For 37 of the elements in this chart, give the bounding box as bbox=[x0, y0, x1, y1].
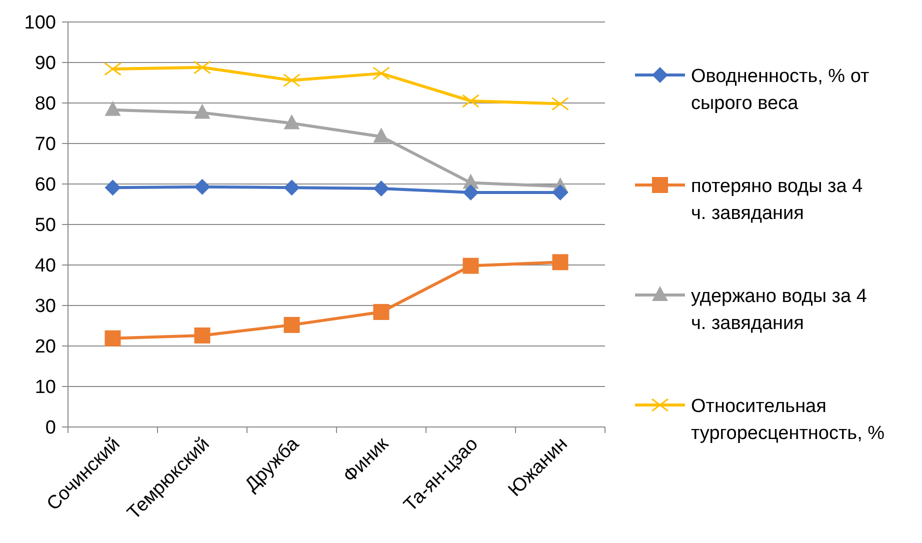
y-tick-label: 20 bbox=[34, 336, 56, 358]
point bbox=[373, 304, 390, 320]
point bbox=[284, 114, 300, 130]
legend-label: потеряно воды за 4 ч. завядания bbox=[691, 176, 864, 224]
y-tick-label: 40 bbox=[34, 256, 56, 277]
point bbox=[552, 254, 568, 270]
legend-label: Относительная тургоресцентность, % bbox=[691, 396, 885, 444]
y-tick-label: 10 bbox=[34, 377, 56, 398]
point bbox=[104, 330, 121, 346]
point bbox=[462, 184, 479, 201]
y-tick-label: 70 bbox=[34, 134, 56, 156]
point bbox=[372, 66, 390, 80]
y-tick-label: 100 bbox=[24, 12, 56, 34]
point bbox=[552, 97, 569, 111]
y-tick-label: 30 bbox=[34, 296, 56, 318]
point bbox=[194, 178, 210, 195]
y-tick-label: 90 bbox=[34, 53, 56, 74]
point bbox=[462, 258, 479, 274]
point bbox=[373, 180, 390, 196]
y-tick-label: 80 bbox=[34, 94, 56, 115]
legend-label: удержано воды за 4 ч. завядания bbox=[691, 286, 868, 334]
point bbox=[194, 327, 210, 344]
legend-label: Оводненность, % от сырого веса bbox=[691, 66, 870, 114]
y-tick-label: 50 bbox=[34, 215, 56, 236]
point bbox=[283, 74, 300, 88]
point bbox=[104, 62, 122, 76]
point bbox=[104, 100, 121, 116]
y-tick-label: 0 bbox=[45, 418, 56, 439]
point bbox=[462, 94, 480, 108]
point bbox=[373, 128, 390, 143]
point bbox=[104, 180, 121, 196]
point bbox=[552, 184, 568, 201]
point bbox=[284, 316, 300, 333]
point bbox=[284, 180, 300, 196]
y-tick-label: 60 bbox=[34, 174, 56, 196]
point bbox=[194, 104, 210, 119]
point bbox=[194, 60, 211, 74]
